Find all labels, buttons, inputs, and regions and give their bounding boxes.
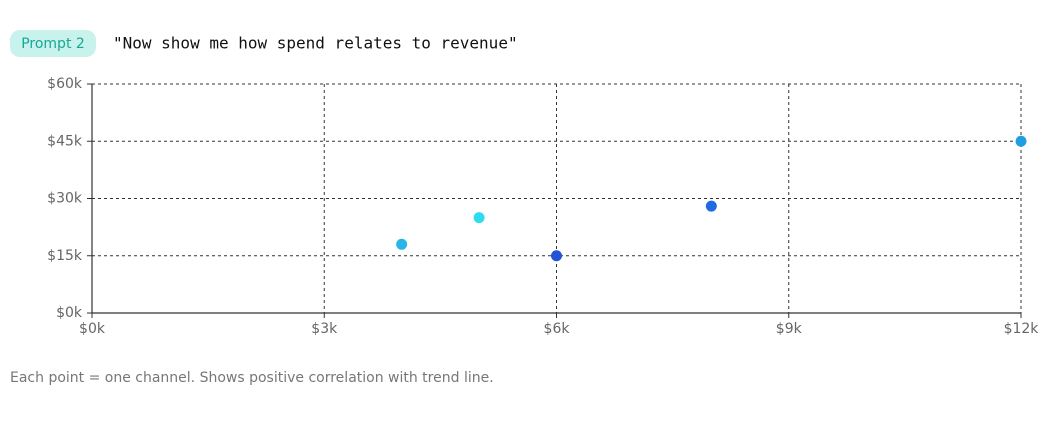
point	[473, 212, 485, 224]
prompt-badge	[10, 30, 96, 57]
x-tick-label: $9k	[776, 321, 803, 337]
x-tick-label: $6k	[544, 321, 571, 337]
point	[396, 238, 408, 250]
caption: Each point = one channel. Shows positive…	[10, 370, 494, 386]
point	[705, 200, 717, 212]
x-tick-label: $0k	[79, 321, 106, 337]
point	[1015, 135, 1027, 147]
prompt-badge-text: Prompt 2	[21, 36, 85, 52]
y-tick-label: $15k	[47, 248, 83, 264]
y-tick-label: $45k	[47, 133, 83, 149]
y-tick-label: $30k	[47, 191, 83, 207]
point	[551, 250, 562, 262]
y-tick-label: $60k	[47, 76, 83, 92]
x-tick-label: $12k	[1004, 321, 1040, 337]
y-tick-label: $0k	[56, 305, 83, 321]
x-tick-label: $3k	[311, 321, 338, 337]
prompt-text: "Now show me how spend relates to revenu…	[113, 34, 518, 53]
